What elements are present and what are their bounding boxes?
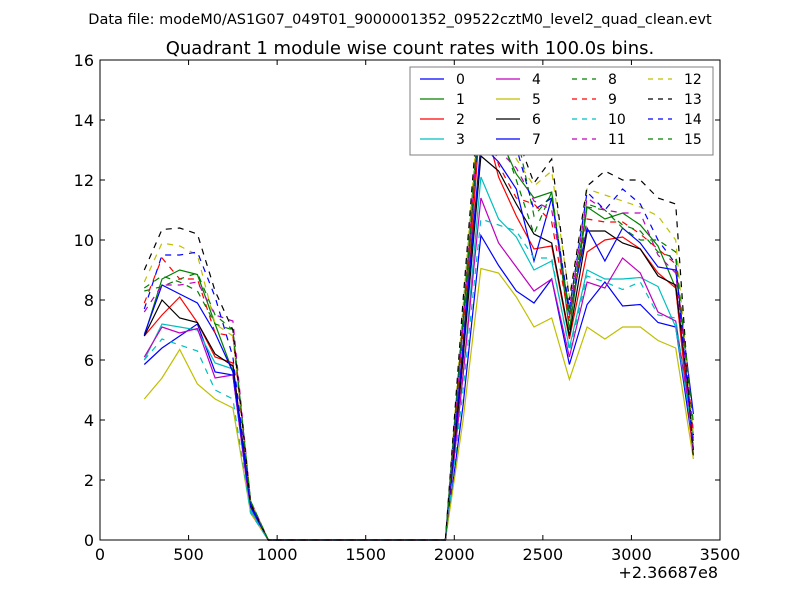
legend-label: 8: [608, 72, 617, 88]
plot-frame: [99, 59, 721, 541]
legend-entry: 8: [572, 72, 617, 88]
legend-entry: 6: [496, 112, 541, 128]
y-tick-label: 10: [74, 231, 94, 250]
legend-entry: 15: [648, 132, 702, 148]
legend-label: 3: [456, 132, 465, 148]
legend-entry: 5: [496, 92, 541, 108]
legend-label: 7: [532, 132, 541, 148]
legend-label: 11: [608, 132, 626, 148]
legend-entry: 3: [420, 132, 465, 148]
legend-entry: 2: [420, 112, 465, 128]
legend-label: 4: [532, 72, 541, 88]
y-tick-label: 2: [84, 471, 94, 490]
x-tick-label: 3500: [700, 545, 741, 564]
y-tick-label: 0: [84, 531, 94, 550]
legend-label: 13: [684, 92, 702, 108]
y-tick-label: 8: [84, 291, 94, 310]
y-tick-label: 6: [84, 351, 94, 370]
y-tick-label: 12: [74, 171, 94, 190]
legend-label: 2: [456, 112, 465, 128]
legend-entry: 13: [648, 92, 702, 108]
series-line-11: [143, 92, 694, 541]
legend-entry: 1: [420, 92, 465, 108]
x-tick-label: 3000: [611, 545, 652, 564]
legend-entry: 12: [648, 72, 702, 88]
legend-entry: 7: [496, 132, 541, 148]
axes-layer: 0 500 1000 1500 2000 2500 3000 3500024681012141…: [74, 51, 741, 564]
legend-label: 12: [684, 72, 702, 88]
legend-entry: 0: [420, 72, 465, 88]
y-tick-label: 14: [74, 111, 94, 130]
legend-entry: 11: [572, 132, 626, 148]
x-tick-label: 1500: [345, 545, 386, 564]
legend-label: 10: [608, 112, 626, 128]
x-tick-label: 1000: [257, 545, 298, 564]
legend-label: 6: [532, 112, 541, 128]
data-file-suptitle: Data file: modeM0/AS1G07_049T01_90000013…: [88, 12, 712, 28]
x-tick-label: 500: [173, 545, 204, 564]
legend-label: 1: [456, 92, 465, 108]
series-line-13: [143, 73, 694, 541]
legend-label: 0: [456, 72, 465, 88]
y-tick-label: 16: [74, 51, 94, 70]
legend-label: 15: [684, 132, 702, 148]
x-axis-offset-label: +2.36687e8: [618, 563, 718, 582]
legend-box: [409, 66, 714, 156]
legend-label: 9: [608, 92, 617, 108]
legend-label: 5: [532, 92, 541, 108]
chart-title: Quadrant 1 module wise count rates with …: [166, 38, 655, 59]
legend-entry: 10: [572, 112, 626, 128]
legend-label: 14: [684, 112, 702, 128]
y-tick-label: 4: [84, 411, 94, 430]
x-tick-label: 2000: [434, 545, 475, 564]
x-tick-label: 0: [95, 545, 105, 564]
x-tick-label: 2500: [522, 545, 563, 564]
legend-entry: 9: [572, 92, 617, 108]
legend-entry: 4: [496, 72, 541, 88]
legend-entry: 14: [648, 112, 702, 128]
